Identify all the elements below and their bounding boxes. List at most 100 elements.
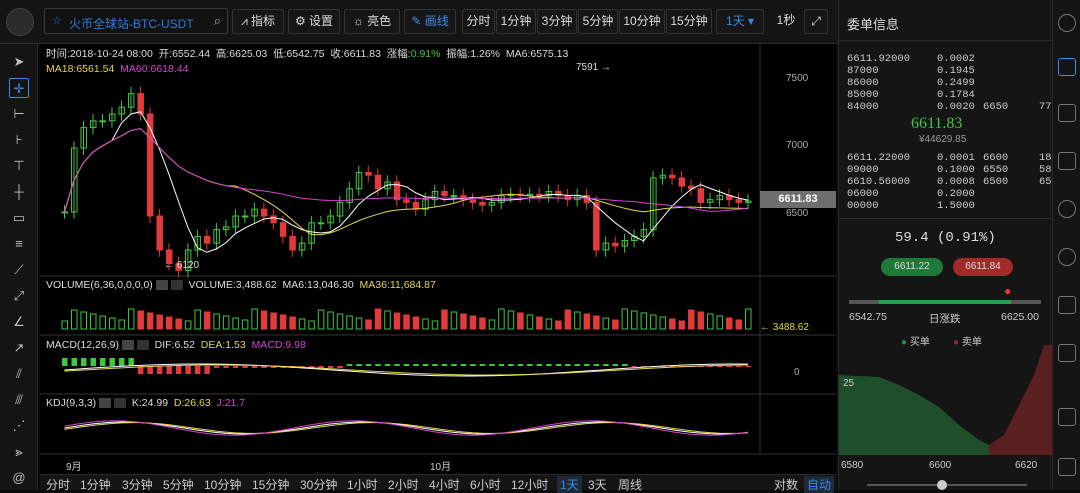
volume-bar bbox=[384, 310, 391, 330]
best-bid-pill[interactable]: 6611.22 bbox=[881, 258, 943, 276]
candle-body bbox=[612, 242, 619, 247]
add-page-icon[interactable] bbox=[1058, 152, 1076, 170]
settings-small-icon[interactable] bbox=[155, 280, 168, 291]
macd-bar bbox=[470, 364, 476, 366]
btab-9[interactable]: 4小时 bbox=[429, 478, 460, 492]
btab-3[interactable]: 5分钟 bbox=[163, 478, 194, 492]
close-icon[interactable] bbox=[114, 398, 127, 409]
btab-11[interactable]: 12小时 bbox=[511, 478, 549, 492]
btab-2[interactable]: 3分钟 bbox=[122, 478, 153, 492]
volume-bar bbox=[450, 311, 458, 330]
spiral-icon[interactable]: @ bbox=[12, 470, 26, 485]
best-ask-pill[interactable]: 6611.84 bbox=[953, 258, 1013, 276]
close-icon[interactable] bbox=[170, 280, 183, 291]
theme-button[interactable]: ☼ 亮色 bbox=[344, 9, 400, 34]
horizontal-ray-icon[interactable]: ⊦ bbox=[15, 132, 23, 147]
depth-zoom-slider[interactable] bbox=[867, 480, 1027, 490]
period-tab-4[interactable]: 10分钟 bbox=[619, 9, 665, 34]
btab-4[interactable]: 10分钟 bbox=[204, 478, 242, 492]
fullscreen-icon[interactable]: ⤢ bbox=[804, 9, 828, 34]
clock-icon[interactable] bbox=[1058, 200, 1076, 218]
volume-bar bbox=[545, 318, 553, 330]
ask-cell: 6650 bbox=[983, 101, 1009, 113]
volume-bar bbox=[374, 308, 382, 330]
btab-1[interactable]: 1分钟 bbox=[80, 478, 111, 492]
btab-12[interactable]: 1天 bbox=[557, 476, 582, 493]
chart-line-icon[interactable] bbox=[1058, 58, 1076, 76]
mail-icon[interactable] bbox=[1058, 458, 1076, 476]
symbol-search[interactable]: ☆ 火币全球站-BTC-USDT ⌕ bbox=[44, 8, 228, 34]
volume-bar bbox=[678, 320, 686, 330]
macd-bar bbox=[175, 366, 182, 374]
close-icon[interactable] bbox=[136, 340, 149, 351]
period-tab-1[interactable]: 1分钟 bbox=[496, 9, 536, 34]
btab-13[interactable]: 3天 bbox=[588, 478, 607, 492]
horizontal-line-icon[interactable]: ⊤ bbox=[13, 158, 25, 173]
settings-button[interactable]: ⚙ 设置 bbox=[288, 9, 340, 34]
candle-body bbox=[355, 171, 363, 190]
volume-bar bbox=[270, 312, 277, 330]
btab-5[interactable]: 15分钟 bbox=[252, 478, 290, 492]
candle-body bbox=[384, 181, 391, 190]
log-scale-toggle[interactable]: 对数 bbox=[774, 478, 799, 492]
search-icon[interactable]: ⌕ bbox=[213, 13, 221, 28]
volume-bar bbox=[279, 314, 287, 330]
candle-body bbox=[441, 191, 448, 197]
star-icon[interactable]: ☆ bbox=[52, 15, 62, 27]
candle-body bbox=[346, 188, 353, 203]
candle-body bbox=[336, 201, 344, 217]
kline-chart[interactable] bbox=[40, 44, 836, 474]
period-tab-5[interactable]: 15分钟 bbox=[666, 9, 712, 34]
settings-small-icon[interactable] bbox=[99, 398, 112, 409]
parallel-channel-icon[interactable]: ⫽ bbox=[16, 366, 22, 381]
depth-y-label: 25 bbox=[843, 378, 855, 389]
macd-bar bbox=[698, 366, 704, 367]
candle-body bbox=[403, 199, 410, 203]
volume-bar bbox=[735, 319, 743, 330]
indicators-button[interactable]: ⩘ 指标 bbox=[232, 9, 284, 34]
btab-10[interactable]: 6小时 bbox=[470, 478, 501, 492]
parallel-lines-icon[interactable]: ≡ bbox=[15, 236, 23, 251]
news-icon[interactable] bbox=[1058, 296, 1076, 314]
macd-bar bbox=[726, 366, 733, 367]
trend-line-icon[interactable]: ⟋ bbox=[14, 262, 24, 277]
bid-cell: 65 bbox=[1039, 176, 1052, 188]
document-w-icon[interactable] bbox=[1058, 344, 1076, 362]
period-tab-0[interactable]: 分时 bbox=[462, 9, 495, 34]
cursor-arrow-icon[interactable]: ➤ bbox=[13, 54, 25, 69]
period-tab-3[interactable]: 5分钟 bbox=[578, 9, 618, 34]
phone-icon[interactable] bbox=[1058, 408, 1076, 426]
gann-icon[interactable]: ⋰ bbox=[12, 418, 26, 433]
volume-bar bbox=[507, 310, 515, 330]
btab-14[interactable]: 周线 bbox=[618, 478, 643, 492]
draw-button[interactable]: ✎ 画线 bbox=[404, 9, 456, 34]
user-icon[interactable] bbox=[1058, 14, 1076, 32]
ask-cell: 86000 bbox=[847, 77, 879, 89]
volume-bar bbox=[745, 308, 752, 330]
depth-x-2: 6620 bbox=[1015, 460, 1038, 471]
period-dropdown[interactable]: 1天 ▾ bbox=[716, 9, 764, 34]
interval-button[interactable]: 1秒 bbox=[776, 13, 796, 27]
crosshair-icon[interactable]: ✛ bbox=[9, 78, 29, 98]
period-tab-2[interactable]: 3分钟 bbox=[537, 9, 577, 34]
btab-8[interactable]: 2小时 bbox=[388, 478, 419, 492]
chart-area[interactable]: 时间:2018-10-24 08:00 开:6552.44 高:6625.03 … bbox=[40, 44, 836, 474]
vertical-line-icon[interactable]: ┼ bbox=[14, 184, 24, 199]
btab-7[interactable]: 1小时 bbox=[347, 478, 378, 492]
horizontal-segment-icon[interactable]: ⊢ bbox=[13, 106, 25, 121]
trend-ray-icon[interactable]: ⤢ bbox=[13, 288, 25, 303]
btab-0[interactable]: 分时 bbox=[46, 478, 71, 492]
slider-handle[interactable] bbox=[937, 480, 947, 490]
extended-line-icon[interactable]: ↗ bbox=[13, 340, 25, 355]
fib-channel-icon[interactable]: ⫻ bbox=[15, 392, 23, 407]
settings-small-icon[interactable] bbox=[121, 340, 134, 351]
angle-line-icon[interactable]: ∠ bbox=[13, 314, 25, 329]
btab-6[interactable]: 30分钟 bbox=[300, 478, 338, 492]
hammer-icon[interactable] bbox=[1058, 104, 1076, 122]
chat-icon[interactable] bbox=[1058, 248, 1076, 266]
depth-chart[interactable] bbox=[839, 345, 1053, 455]
fan-icon[interactable]: ⪢ bbox=[15, 444, 23, 459]
auto-scale-toggle[interactable]: 自动 bbox=[804, 476, 835, 493]
price-line-icon[interactable]: ▭ bbox=[12, 210, 26, 225]
ma18-line bbox=[64, 128, 749, 236]
